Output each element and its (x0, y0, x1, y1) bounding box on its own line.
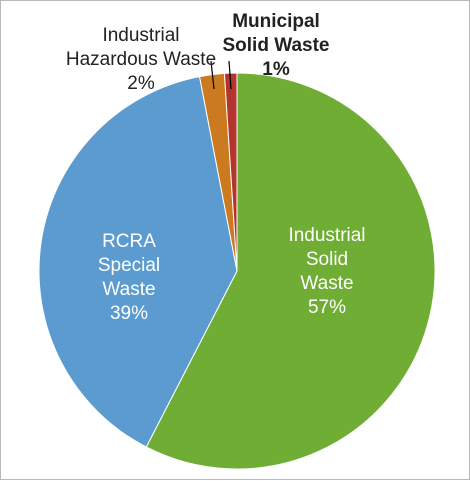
slice-label-industrial-solid-waste: Industrial Solid Waste 57% (288, 225, 365, 318)
leader-lines (210, 60, 232, 90)
slice-percent-industrial-solid-waste: 57% (308, 297, 346, 318)
slice-label-line: Solid (306, 249, 348, 270)
slice-label-line: RCRA (102, 231, 156, 252)
slice-label-industrial-hazardous-waste: Industrial Hazardous Waste 2% (66, 25, 216, 94)
slice-label-line: Hazardous Waste (66, 49, 216, 70)
slice-label-municipal-solid-waste: Municipal Solid Waste 1% (223, 11, 330, 80)
slice-label-line: Waste (300, 273, 353, 294)
leader-line-industrial-hazardous-waste (210, 60, 215, 90)
slice-percent-rcra-special-waste: 39% (110, 303, 148, 324)
slice-percent-municipal-solid-waste: 1% (262, 59, 290, 80)
slice-label-rcra-special-waste: RCRA Special Waste 39% (98, 231, 160, 324)
slice-label-line: Waste (102, 279, 155, 300)
slices-layer (38, 72, 436, 470)
pie-slice-rcra-special-waste (38, 75, 238, 448)
leader-line-municipal-solid-waste (228, 60, 232, 90)
pie-slice-municipal-solid-waste (223, 72, 238, 272)
slice-label-line: Special (98, 255, 160, 276)
slice-label-line: Industrial (288, 225, 365, 246)
slice-percent-industrial-hazardous-waste: 2% (127, 73, 155, 94)
pie-slice-industrial-solid-waste (145, 72, 436, 470)
labels-layer: Industrial Solid Waste 57% RCRA Special Waste 3… (66, 11, 366, 324)
slice-label-line: Solid Waste (223, 35, 330, 56)
slice-label-line: Municipal (232, 11, 320, 32)
slice-label-line: Industrial (102, 25, 179, 46)
